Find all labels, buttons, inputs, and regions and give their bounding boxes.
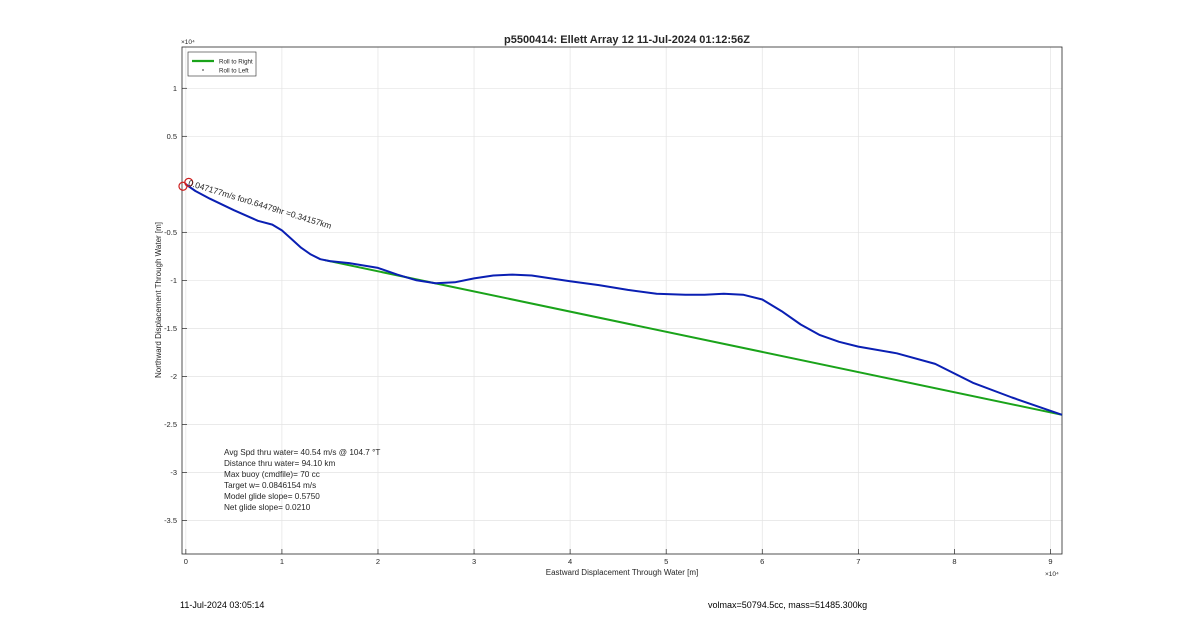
marker-layer — [178, 177, 194, 191]
stats-block: Avg Spd thru water= 40.54 m/s @ 104.7 °T… — [224, 448, 380, 512]
y-tick-label: -3 — [170, 468, 177, 477]
y-axis-label: Northward Displacement Through Water [m] — [154, 222, 163, 378]
x-tick-label: 6 — [760, 557, 764, 566]
y-tick-label: -1.5 — [164, 324, 177, 333]
stat-line: Target w= 0.0846154 m/s — [224, 481, 316, 490]
chart-title: p5500414: Ellett Array 12 11-Jul-2024 01… — [504, 34, 750, 46]
footer-volume-mass: volmax=50794.5cc, mass=51485.300kg — [708, 600, 868, 610]
x-axis-label: Eastward Displacement Through Water [m] — [546, 568, 699, 577]
stat-line: Avg Spd thru water= 40.54 m/s @ 104.7 °T — [224, 448, 380, 457]
footer-timestamp: 11-Jul-2024 03:05:14 — [180, 600, 265, 610]
legend-dot-swatch — [202, 69, 204, 71]
series-line — [185, 183, 1063, 416]
axes-box — [181, 46, 1063, 555]
legend-label: Roll to Right — [219, 59, 253, 66]
x-tick-label: 7 — [856, 557, 860, 566]
legend: Roll to Right Roll to Left — [187, 51, 257, 77]
x-tick-label: 5 — [664, 557, 668, 566]
y-tick-label: -1 — [170, 276, 177, 285]
stat-line: Distance thru water= 94.10 km — [224, 459, 335, 468]
y-exponent-label: ×10⁴ — [181, 39, 195, 46]
x-tick-label: 4 — [568, 557, 572, 566]
stat-line: Model glide slope= 0.5750 — [224, 492, 320, 501]
y-tick-label: 0.5 — [167, 132, 177, 141]
y-tick-label: -0.5 — [164, 228, 177, 237]
x-exponent-label: ×10⁴ — [1045, 571, 1059, 578]
x-tick-label: 3 — [472, 557, 476, 566]
y-tick-label: -2.5 — [164, 420, 177, 429]
legend-box — [187, 51, 257, 77]
track-annotation: 0.047177m/s for0.64479hr =0.34157km — [187, 178, 333, 231]
y-tick-label: 1 — [173, 84, 177, 93]
x-tick-label: 2 — [376, 557, 380, 566]
ticks: 0 1 2 3 4 5 6 7 8 9 1 0.5 -0.5 -1 -1.5 -2 -2.5 -3 -3.5 — [164, 84, 1052, 566]
y-tick-label: -3.5 — [164, 516, 177, 525]
y-tick-label: -2 — [170, 372, 177, 381]
grid — [182, 47, 1062, 554]
x-tick-label: 1 — [280, 557, 284, 566]
stat-line: Max buoy (cmdfile)= 70 cc — [224, 470, 320, 479]
surface-marker — [184, 177, 194, 187]
x-tick-label: 0 — [184, 557, 188, 566]
x-tick-label: 8 — [952, 557, 956, 566]
series-layer — [185, 183, 1063, 416]
x-tick-label: 9 — [1048, 557, 1052, 566]
series-line — [324, 259, 1063, 416]
stat-line: Net glide slope= 0.0210 — [224, 503, 311, 512]
legend-label: Roll to Left — [219, 68, 249, 75]
